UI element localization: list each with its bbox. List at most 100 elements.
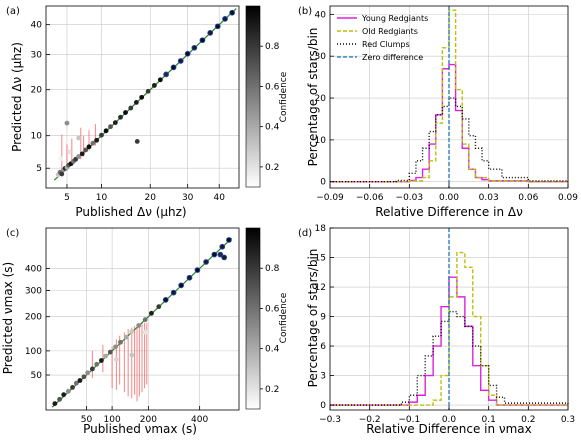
- d-y-tick-label: 9: [320, 313, 326, 323]
- d-x-tick-label: −0.1: [398, 415, 420, 425]
- d-x-tick-label: 0.2: [521, 415, 535, 425]
- b-x-tick-label: −0.09: [316, 193, 344, 203]
- c-colorbar-tick-label: 0.8: [265, 264, 280, 274]
- a-x-tick-label: 40: [213, 193, 225, 203]
- a-y-tick-label: 10: [31, 132, 43, 142]
- a-data-point: [64, 120, 70, 126]
- a-data-point: [86, 144, 92, 150]
- panel-a-y-ticks: 5 10 20 30 40: [31, 21, 50, 174]
- b-x-tick-label: 0.03: [479, 193, 499, 203]
- a-data-point: [76, 135, 82, 141]
- panel-d-histogram: (d) −0.3 −0.2 −0.1 0.0 0.1 0.2 0.3 0369121518 …: [298, 224, 575, 436]
- b-x-tick-label: −0.06: [356, 193, 384, 203]
- a-colorbar-tick-label: 0.4: [265, 123, 280, 133]
- d-series-old-redgiants: [330, 251, 568, 406]
- legend-label-old: Old Redgiants: [362, 27, 418, 36]
- b-y-tick-label: 30: [315, 52, 327, 62]
- a-data-point: [83, 147, 89, 153]
- c-x-tick-label: 200: [140, 415, 157, 425]
- c-data-point: [94, 361, 100, 367]
- a-data-point: [134, 139, 140, 144]
- a-data-point: [112, 120, 118, 126]
- b-x-tick-label: −0.03: [396, 193, 424, 203]
- c-data-point: [73, 380, 79, 386]
- panel-b-y-axis-label: Percentage of stars/bin: [306, 28, 320, 167]
- c-colorbar-tick-label: 0.4: [265, 345, 280, 355]
- c-y-tick-label: 200: [25, 313, 42, 323]
- panel-c-grid: [46, 228, 239, 410]
- a-data-point: [58, 156, 64, 162]
- a-data-point: [103, 128, 109, 134]
- c-data-point: [156, 304, 162, 310]
- a-x-tick-label: 10: [96, 193, 108, 203]
- panel-d-label: (d): [298, 228, 312, 239]
- c-data-point: [194, 267, 201, 273]
- a-data-point: [214, 23, 221, 30]
- a-data-point: [99, 132, 104, 138]
- a-data-point: [151, 83, 157, 88]
- c-data-point: [162, 297, 169, 303]
- c-data-point: [178, 282, 185, 289]
- b-x-tick-label: 0.00: [439, 193, 459, 203]
- c-data-point: [107, 349, 113, 355]
- panel-c-one-to-one-line: [51, 237, 233, 408]
- a-y-tick-label: 40: [31, 21, 43, 31]
- a-data-point: [90, 140, 96, 146]
- a-data-point: [59, 171, 65, 177]
- d-y-tick-label: 15: [315, 254, 326, 264]
- panel-b-legend: Young Redgiants Old Redgiants Red Clumps…: [337, 14, 428, 62]
- a-x-tick-label: 30: [182, 193, 194, 203]
- c-data-point: [129, 329, 135, 335]
- d-series-red-clumps: [330, 310, 569, 406]
- a-data-point: [177, 58, 184, 64]
- legend-label-zero: Zero difference: [362, 53, 423, 62]
- c-y-tick-label: 100: [25, 347, 42, 357]
- c-x-tick-label: 100: [104, 415, 121, 425]
- d-x-tick-label: 0.0: [442, 415, 457, 425]
- panel-a-y-axis-label: Predicted Δν (μhz): [10, 42, 24, 152]
- b-series-old-redgiants: [330, 9, 568, 183]
- b-series-red-clumps: [330, 97, 569, 183]
- c-data-point: [118, 339, 123, 345]
- d-x-tick-label: 0.3: [561, 415, 575, 425]
- a-colorbar-tick-label: 0.6: [265, 82, 280, 92]
- panel-c-x-ticks: 50 100 200 400: [81, 406, 209, 425]
- c-y-tick-label: 400: [25, 264, 42, 274]
- c-colorbar-tick-label: 0.2: [265, 385, 279, 395]
- d-y-tick-label: 18: [315, 224, 327, 234]
- c-data-point: [142, 317, 148, 323]
- panel-d-series: [330, 228, 569, 410]
- c-data-point: [129, 352, 135, 358]
- panel-b-x-axis-label: Relative Difference in Δν: [375, 205, 523, 219]
- d-x-tick-label: −0.3: [319, 415, 341, 425]
- a-y-tick-label: 5: [36, 164, 42, 174]
- b-y-tick-label: 0: [320, 178, 326, 188]
- panel-b-series: [330, 6, 569, 188]
- panel-b-y-ticks: 0 10 20 30 40: [315, 10, 334, 188]
- c-data-point: [219, 243, 226, 250]
- c-x-tick-label: 400: [191, 415, 208, 425]
- a-data-point: [157, 77, 163, 83]
- b-x-tick-label: 0.09: [558, 193, 578, 203]
- panel-c-frame: [45, 227, 240, 411]
- a-data-point: [207, 30, 214, 36]
- panel-b-label: (b): [298, 6, 312, 17]
- c-data-point: [217, 251, 224, 258]
- d-y-tick-label: 12: [315, 283, 326, 293]
- panel-c-y-axis-label: Predicted νmax (s): [1, 262, 15, 374]
- b-y-tick-label: 10: [315, 136, 327, 146]
- d-y-tick-label: 3: [320, 372, 326, 382]
- a-data-point: [128, 105, 134, 111]
- c-data-point: [186, 274, 193, 281]
- panel-b-histogram: (b) −0.09 −0.06 −0.03 0.00 0.03 0.06 0.09 0 10 2…: [298, 5, 578, 219]
- panel-a-label: (a): [6, 6, 20, 17]
- panel-d-x-axis-label: Relative Difference in νmax: [366, 422, 532, 436]
- panel-a-scatter: (a) 5 10 20 30 40 5 10 20 30 40 Published Δν (μh…: [6, 5, 289, 219]
- d-y-tick-label: 6: [320, 342, 326, 352]
- c-y-tick-label: 300: [25, 286, 42, 296]
- panel-c-points: [52, 237, 232, 406]
- c-data-point: [136, 323, 142, 328]
- panel-c-colorbar-label: Confidence: [279, 292, 289, 343]
- a-data-point: [199, 37, 206, 44]
